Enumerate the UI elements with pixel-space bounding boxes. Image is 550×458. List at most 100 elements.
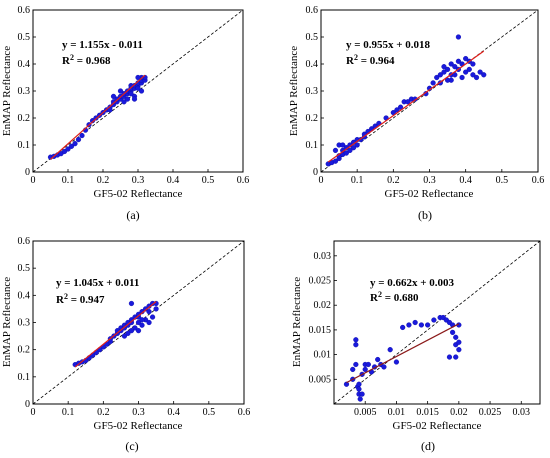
y-tick-label-b-5: 0.5: [306, 32, 319, 43]
data-point-b-38: [452, 64, 458, 70]
data-point-b-53: [441, 64, 447, 70]
data-point-c-29: [128, 300, 135, 307]
data-point-a-43: [128, 91, 134, 97]
data-point-b-40: [455, 58, 462, 64]
y-tick-label-d-0: 0.005: [309, 374, 332, 385]
data-point-b-60: [332, 147, 339, 154]
data-point-c-26: [146, 303, 152, 309]
data-point-b-49: [477, 69, 483, 75]
data-point-a-48: [135, 74, 141, 81]
x-tick-label-b-1: 0.1: [351, 175, 364, 186]
y-tick-label-b-2: 0.2: [306, 113, 319, 124]
data-point-d-39: [453, 354, 459, 360]
x-tick-label-a-1: 0.1: [62, 175, 75, 186]
y-tick-label-a-6: 0.6: [18, 5, 31, 16]
data-point-b-35: [444, 66, 451, 73]
x-tick-label-d-5: 0.03: [513, 407, 531, 418]
x-tick-label-a-4: 0.4: [167, 175, 180, 186]
x-axis-label-b: GF5-02 Reflectance: [385, 188, 474, 200]
data-point-b-34: [441, 69, 447, 75]
data-point-b-56: [459, 74, 465, 81]
x-tick-label-b-5: 0.5: [496, 175, 509, 186]
x-tick-label-c-1: 0.1: [62, 407, 75, 418]
x-tick-label-c-4: 0.4: [167, 407, 180, 418]
data-point-c-42: [139, 317, 145, 323]
x-tick-label-a-0: 0: [31, 175, 36, 186]
data-point-b-13: [354, 142, 360, 148]
data-point-b-2: [332, 158, 339, 164]
y-tick-label-a-2: 0.2: [18, 113, 31, 124]
data-point-d-0: [343, 381, 350, 387]
y-axis-label-a: EnMAP Reflectance: [1, 46, 13, 136]
y-axis-label-c: EnMAP Reflectance: [1, 277, 13, 367]
y-tick-label-a-3: 0.3: [18, 86, 31, 97]
data-point-c-44: [153, 306, 159, 312]
y-tick-label-c-3: 0.3: [18, 318, 31, 329]
data-point-c-40: [128, 328, 135, 334]
x-tick-label-d-3: 0.02: [450, 407, 468, 418]
data-point-b-11: [350, 145, 357, 151]
y-tick-label-a-1: 0.1: [18, 140, 31, 151]
data-point-a-42: [135, 85, 141, 91]
data-point-a-40: [124, 96, 131, 102]
r-squared-sup-b: 2: [354, 53, 358, 62]
r-squared-c: R2 = 0.947: [56, 292, 105, 306]
y-tick-label-d-5: 0.03: [314, 251, 332, 262]
data-point-a-5: [65, 146, 71, 152]
data-point-b-31: [430, 80, 436, 86]
data-point-b-51: [455, 34, 462, 40]
panel-label-d: (d): [421, 439, 435, 453]
panel-d: GF5-02 Reflectance EnMAP Reflectance y =…: [291, 240, 541, 453]
x-tick-label-c-3: 0.3: [132, 407, 145, 418]
x-tick-label-c-0: 0: [31, 407, 36, 418]
x-tick-label-a-5: 0.5: [202, 175, 215, 186]
y-axis-label-b: EnMAP Reflectance: [288, 46, 300, 136]
data-point-d-27: [425, 322, 431, 328]
data-point-d-2: [350, 366, 356, 373]
data-point-a-39: [121, 99, 127, 105]
panel-b: GF5-02 Reflectance EnMAP Reflectance y =…: [288, 5, 544, 222]
data-point-b-43: [463, 69, 469, 75]
data-point-a-12: [89, 118, 96, 124]
y-tick-label-c-6: 0.6: [18, 236, 31, 247]
x-tick-label-b-2: 0.2: [387, 175, 400, 186]
r-squared-sup-d: 2: [378, 290, 382, 299]
data-point-d-35: [453, 334, 459, 340]
data-point-b-33: [437, 72, 443, 78]
fit-equation-a: y = 1.155x - 0.011: [62, 39, 143, 51]
data-point-d-40: [446, 354, 453, 360]
data-point-c-30: [125, 330, 131, 336]
data-point-a-49: [131, 96, 138, 102]
data-point-c-32: [135, 319, 142, 326]
panel-c: GF5-02 Reflectance EnMAP Reflectance y =…: [1, 236, 250, 453]
r-squared-b: R2 = 0.964: [346, 53, 395, 67]
x-tick-label-a-2: 0.2: [97, 175, 110, 186]
data-point-b-9: [347, 147, 353, 154]
data-point-d-9: [357, 396, 363, 402]
data-point-a-46: [110, 93, 117, 100]
data-point-b-46: [470, 72, 476, 78]
y-tick-label-c-5: 0.5: [18, 263, 31, 274]
data-point-b-37: [448, 61, 454, 67]
data-point-c-33: [139, 322, 145, 328]
one-to-one-line-a: [32, 9, 244, 173]
r-squared-a: R2 = 0.968: [62, 53, 111, 67]
data-point-c-31: [132, 325, 138, 331]
x-axis-label-d: GF5-02 Reflectance: [393, 420, 482, 432]
y-tick-label-c-0: 0: [25, 399, 30, 410]
data-point-c-43: [146, 309, 152, 315]
panel-label-c: (c): [125, 439, 138, 453]
data-point-d-11: [356, 381, 362, 387]
data-point-d-23: [400, 324, 406, 331]
data-point-d-15: [365, 361, 371, 368]
data-point-d-34: [450, 329, 456, 335]
fit-equation-b: y = 0.955x + 0.018: [346, 39, 431, 51]
data-point-a-7: [72, 141, 78, 147]
x-tick-label-c-6: 0.6: [238, 407, 251, 418]
data-point-d-13: [362, 366, 368, 373]
axes-frame-d: [333, 240, 541, 405]
y-tick-label-b-1: 0.1: [306, 140, 319, 151]
x-tick-label-d-0: 0.005: [354, 407, 377, 418]
y-tick-label-c-4: 0.4: [18, 290, 31, 301]
x-tick-label-b-6: 0.6: [532, 175, 545, 186]
